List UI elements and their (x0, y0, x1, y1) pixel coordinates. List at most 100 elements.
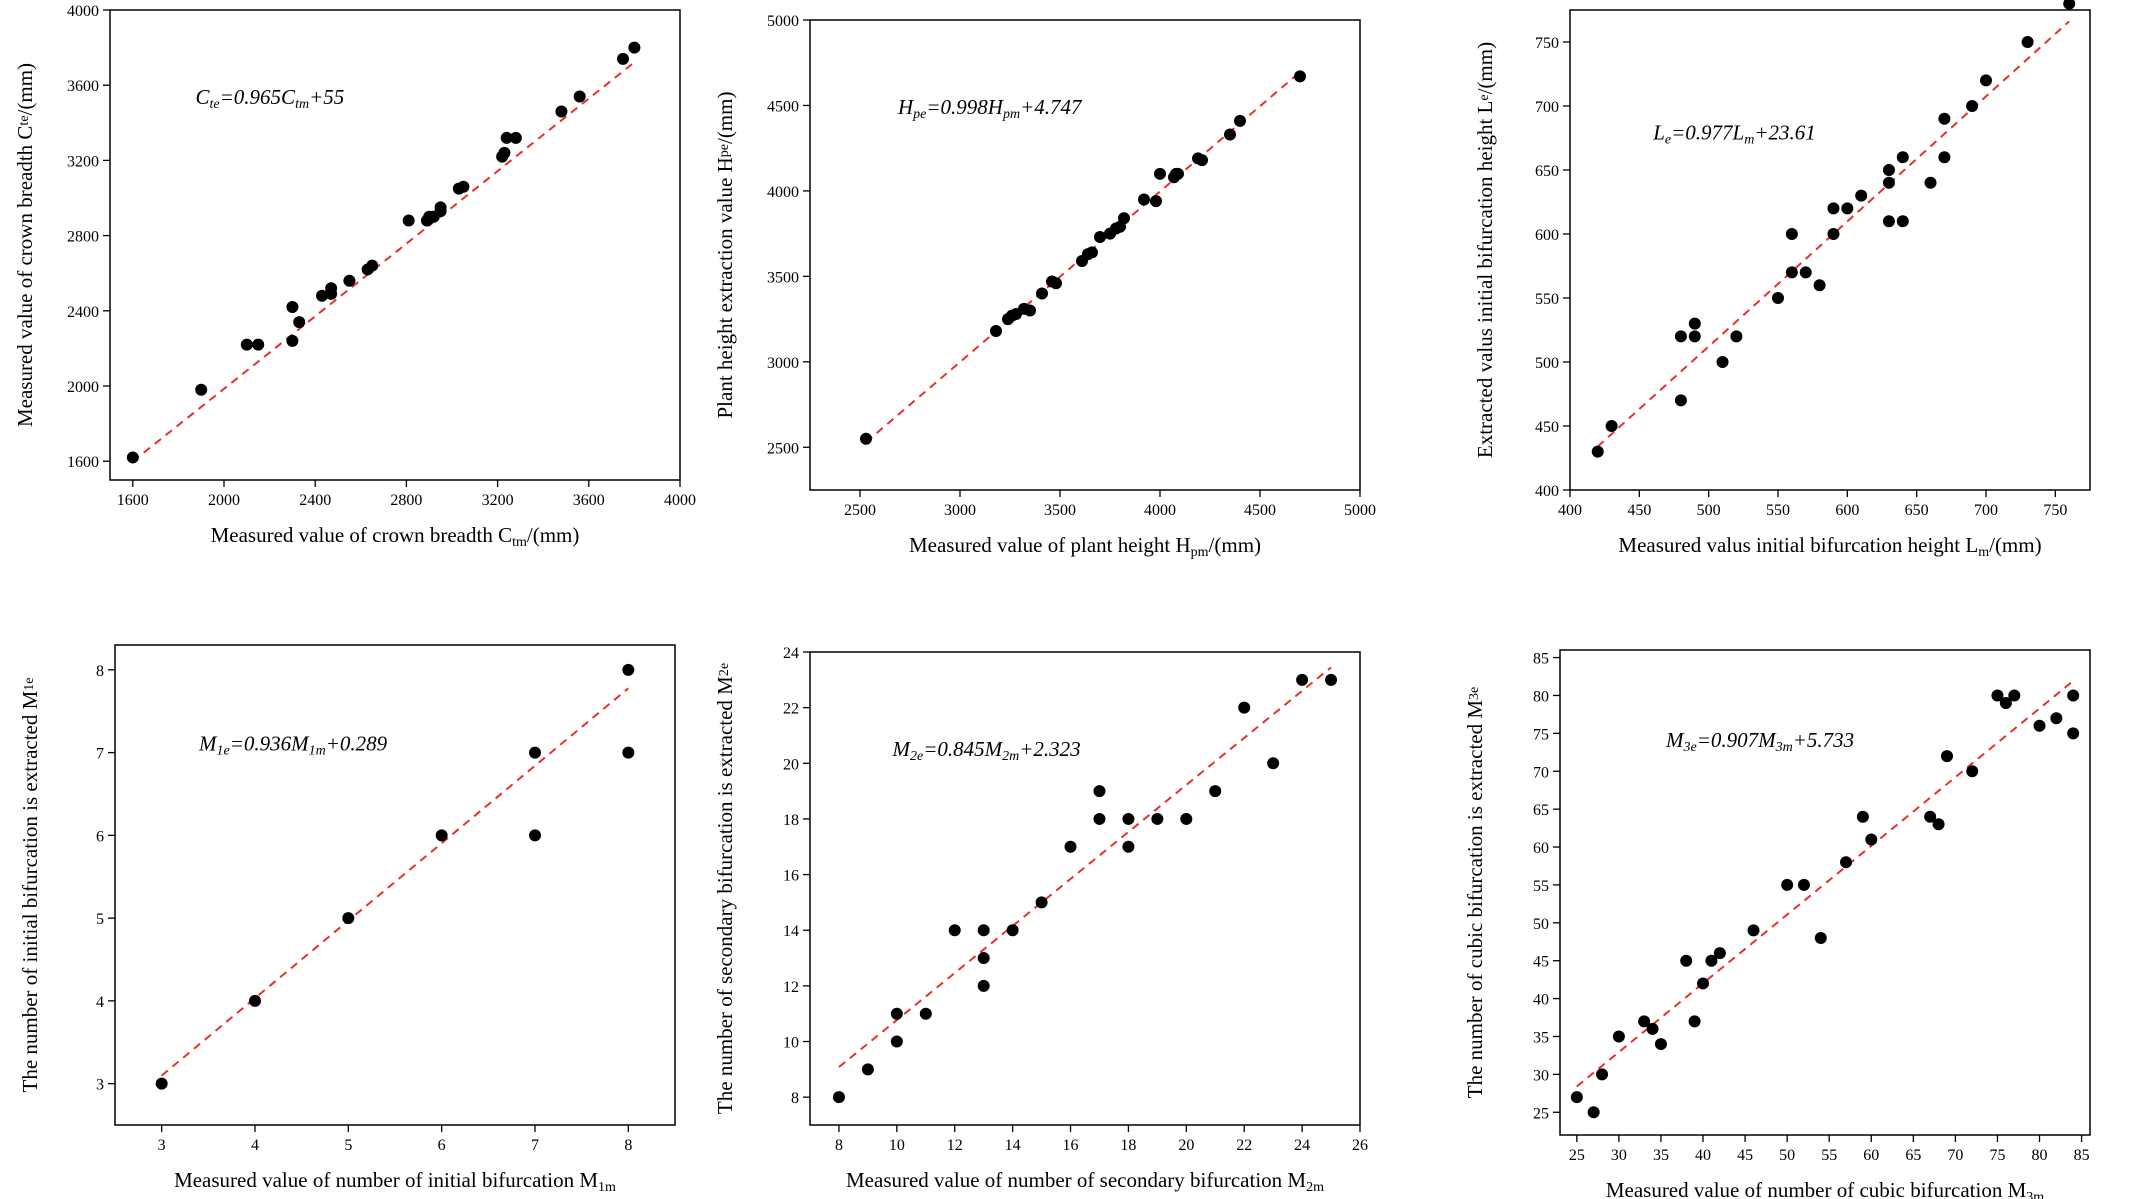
y-tick-label: 5 (96, 911, 104, 928)
y-tick-label: 2500 (767, 440, 799, 457)
data-point (1122, 812, 1135, 825)
x-tick-label: 6 (438, 1137, 446, 1154)
x-tick-label: 600 (1835, 502, 1859, 519)
data-point (1814, 931, 1827, 944)
data-point (509, 131, 522, 144)
y-tick-label: 2800 (67, 229, 99, 246)
data-point (1797, 878, 1810, 891)
y-tick-label: 14 (783, 923, 799, 940)
data-point (1938, 112, 1951, 125)
data-point (1050, 277, 1062, 290)
data-point (1713, 947, 1726, 960)
y-tick-label: 3500 (767, 269, 799, 286)
x-tick-label: 12 (947, 1137, 963, 1154)
x-axis-label: Measured value of crown breadth Ctm/(mm) (211, 523, 580, 550)
y-tick-label: 80 (1533, 688, 1549, 705)
x-tick-label: 8 (624, 1137, 632, 1154)
y-tick-label: 4000 (67, 3, 99, 20)
data-point (1938, 151, 1951, 164)
data-point (1209, 785, 1222, 798)
data-point (2033, 719, 2046, 732)
x-tick-label: 10 (889, 1137, 905, 1154)
data-point (366, 259, 379, 272)
data-point (1094, 231, 1106, 244)
data-point (1224, 128, 1236, 141)
data-point (1267, 757, 1280, 770)
data-point (1006, 924, 1019, 937)
data-point (1122, 840, 1135, 853)
x-tick-label: 60 (1863, 1147, 1879, 1164)
x-tick-label: 650 (1905, 502, 1929, 519)
y-tick-label: 700 (1535, 99, 1559, 116)
x-tick-label: 80 (2032, 1147, 2048, 1164)
y-tick-label: 3200 (67, 153, 99, 170)
chart-initial-number: 3 4 5 6 7 8 3 4 5 6 7 8 M1e=0.936M1m+0.289 Measured v… (18, 644, 676, 1195)
data-point (316, 289, 329, 302)
y-tick-label: 70 (1533, 764, 1549, 781)
x-tick-label: 400 (1558, 502, 1582, 519)
plot-frame (1569, 9, 2091, 491)
data-point (240, 338, 253, 351)
data-point (1813, 279, 1826, 292)
data-point (1654, 1038, 1667, 1051)
y-tick-label: 85 (1533, 651, 1549, 668)
data-point (1036, 287, 1048, 300)
x-tick-label: 75 (1989, 1147, 2005, 1164)
data-point (1781, 878, 1794, 891)
x-tick-label: 3000 (944, 502, 976, 519)
x-tick-label: 2400 (299, 492, 331, 509)
data-point (1827, 202, 1840, 215)
data-point (1151, 812, 1164, 825)
y-tick-label: 8 (791, 1090, 799, 1107)
x-tick-label: 7 (531, 1137, 539, 1154)
y-tick-label: 3 (96, 1077, 104, 1094)
data-point (1688, 1015, 1701, 1028)
x-tick-label: 450 (1627, 502, 1651, 519)
data-point (1612, 1030, 1625, 1043)
regression-equation: M2e=0.845M2m+2.323 (892, 737, 1081, 764)
data-point (1705, 954, 1718, 967)
plot-frame (809, 19, 1361, 491)
x-axis-label: Measured value of number of cubic bifurc… (1606, 1178, 2044, 1199)
y-tick-label: 30 (1533, 1067, 1549, 1084)
y-tick-label: 5000 (767, 13, 799, 30)
data-point (1924, 176, 1937, 189)
x-tick-label: 500 (1697, 502, 1721, 519)
y-tick-label: 75 (1533, 726, 1549, 743)
y-tick-label: 7 (96, 746, 104, 763)
y-tick-label: 400 (1535, 483, 1559, 500)
regression-equation: M3e=0.907M3m+5.733 (1665, 728, 1854, 755)
x-tick-label: 35 (1653, 1147, 1669, 1164)
x-tick-label: 2500 (844, 502, 876, 519)
y-tick-label: 4 (96, 994, 104, 1011)
data-point (1896, 151, 1909, 164)
y-tick-label: 55 (1533, 878, 1549, 895)
x-tick-label: 25 (1569, 1147, 1585, 1164)
data-point (1924, 810, 1937, 823)
y-axis-label: Plant height extraction value Hpe/(mm) (713, 92, 737, 419)
x-tick-label: 30 (1611, 1147, 1627, 1164)
y-tick-label: 16 (783, 868, 799, 885)
regression-equation: Le=0.977Lm+23.61 (1652, 121, 1816, 148)
x-tick-label: 18 (1120, 1137, 1136, 1154)
data-point (1680, 954, 1693, 967)
data-point (1172, 167, 1184, 180)
x-tick-label: 1600 (117, 492, 149, 509)
x-tick-label: 40 (1695, 1147, 1711, 1164)
x-tick-label: 65 (1905, 1147, 1921, 1164)
data-point (890, 1007, 903, 1020)
x-tick-label: 22 (1236, 1137, 1252, 1154)
data-point (286, 334, 299, 347)
chart-height: 2500 3000 3500 4000 4500 5000 2500 3000 3500 4000… (713, 13, 1376, 560)
y-tick-label: 40 (1533, 992, 1549, 1009)
data-point (1932, 818, 1945, 831)
y-axis-label: The number of initial bifurcation is ext… (18, 677, 42, 1092)
data-point (1138, 193, 1150, 206)
data-point (990, 325, 1002, 338)
data-point (1716, 356, 1729, 368)
data-point (617, 52, 629, 65)
data-point (919, 1007, 932, 1020)
y-tick-label: 50 (1533, 916, 1549, 933)
x-tick-label: 55 (1821, 1147, 1837, 1164)
